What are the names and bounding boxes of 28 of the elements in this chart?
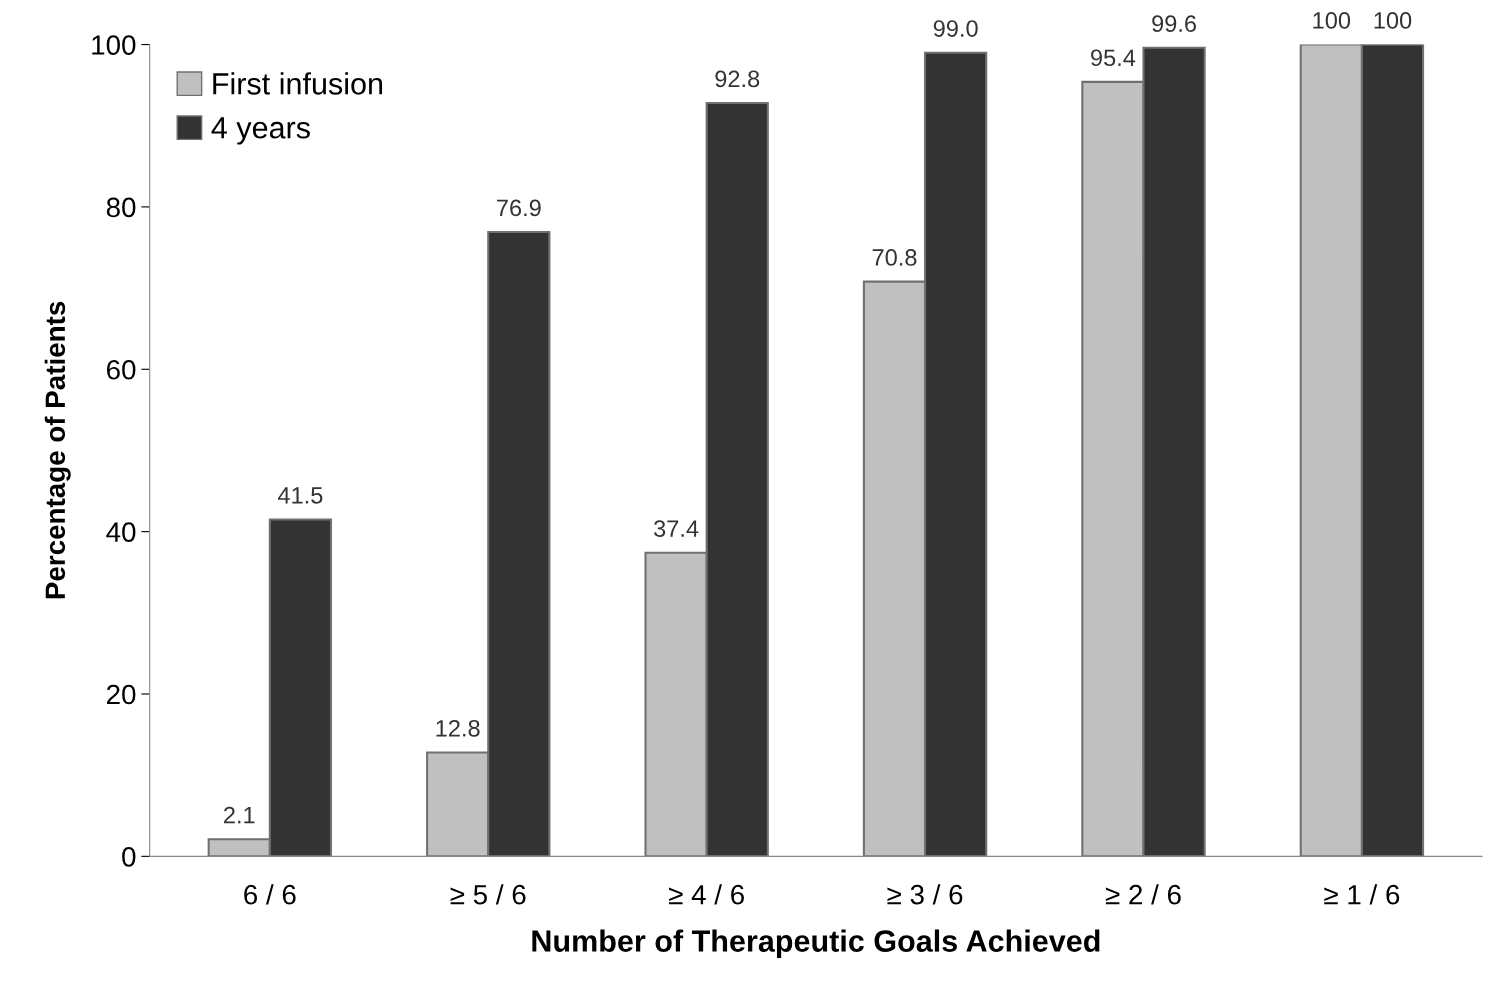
x-tick-label: 6 / 6	[244, 884, 296, 905]
x-tick-label: ≥ 1 / 6	[1324, 884, 1400, 905]
x-axis-title: Number of Therapeutic Goals Achieved	[532, 929, 1100, 958]
y-tick-label: 60	[107, 359, 136, 380]
x-tick-label: ≥ 3 / 6	[887, 884, 963, 905]
data-label: 99.6	[1152, 15, 1197, 33]
y-tick-label: 0	[122, 847, 136, 867]
y-tick-label: 100	[92, 35, 136, 55]
y-axis-title: Percentage of Patients	[44, 301, 71, 599]
data-label: 41.5	[277, 487, 323, 504]
y-tick-label: 40	[106, 522, 136, 542]
data-label: 95.4	[1091, 49, 1136, 67]
legend-label: 4 years	[211, 117, 310, 145]
y-tick-label: 20	[107, 684, 136, 705]
data-label: 99.0	[933, 20, 978, 37]
data-label: 100	[1313, 12, 1351, 29]
legend-label: First infusion	[213, 72, 383, 95]
data-label: 2.1	[224, 806, 255, 824]
data-label: 92.8	[715, 70, 760, 88]
x-tick-label: ≥ 5 / 6	[450, 884, 526, 905]
data-label: 100	[1374, 12, 1412, 29]
data-label: 12.8	[436, 719, 480, 737]
data-label: 37.4	[654, 520, 699, 537]
data-label: 76.9	[497, 199, 541, 217]
data-label: 70.8	[872, 249, 917, 266]
y-tick-label: 80	[106, 197, 136, 218]
x-tick-label: ≥ 2 / 6	[1105, 884, 1181, 905]
x-tick-label: ≥ 4 / 6	[669, 884, 744, 905]
